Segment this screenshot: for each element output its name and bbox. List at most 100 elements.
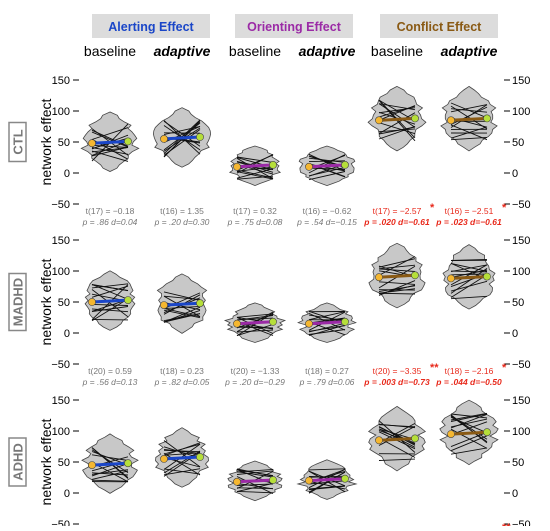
baseline-point-8-1 (447, 431, 454, 438)
mean-line-5-0 (379, 275, 415, 277)
condition-label-0-0: baseline (84, 43, 136, 59)
condition-label-0-1: adaptive (154, 43, 211, 59)
y-tick-left-2-4: −50 (51, 519, 70, 526)
y-tick-left-0-4: −50 (51, 199, 70, 211)
adaptive-point-6-1 (196, 453, 203, 460)
y-tick-left-0-3: 0 (64, 168, 70, 180)
adaptive-point-5-0 (411, 272, 418, 279)
y-tick-left-0-0: 150 (52, 75, 70, 87)
stat-stars-5-0: ** (430, 362, 439, 374)
stat-t-4-1: t(18) = 0.27 (305, 366, 349, 376)
mean-line-0-0 (92, 141, 128, 143)
mean-line-3-1 (164, 303, 200, 305)
adaptive-point-3-1 (196, 300, 203, 307)
y-tick-right-2-2: 50 (512, 457, 524, 469)
mean-line-4-1 (309, 322, 345, 324)
mean-line-1-1 (309, 165, 345, 167)
stat-t-3-1: t(18) = 0.23 (160, 366, 204, 376)
stat-t-1-1: t(16) = −0.62 (303, 206, 352, 216)
network-header-0: Alerting Effect (108, 20, 194, 34)
stat-t-0-0: t(17) = −0.18 (86, 206, 135, 216)
baseline-point-6-0 (88, 462, 95, 469)
stat-pd-4-1: p = .79 d=0.06 (299, 377, 355, 387)
group-label-2: ADHD (11, 443, 26, 481)
y-tick-left-1-0: 150 (52, 235, 70, 247)
stat-stars-5-1: * (502, 362, 507, 374)
network-header-1: Orienting Effect (247, 20, 342, 34)
stat-pd-2-1: p = .023 d=−0.61 (435, 217, 502, 227)
mean-line-6-1 (164, 457, 200, 459)
stat-pd-4-0: p = .20 d=−0.29 (224, 377, 285, 387)
y-tick-right-0-1: 100 (512, 106, 530, 118)
adaptive-point-8-1 (483, 429, 490, 436)
adaptive-point-7-0 (269, 476, 276, 483)
y-tick-right-0-3: 0 (512, 168, 518, 180)
baseline-point-3-0 (88, 298, 95, 305)
stat-pd-5-0: p = .003 d=−0.73 (363, 377, 430, 387)
y-tick-left-0-1: 100 (52, 106, 70, 118)
stat-pd-3-0: p = .56 d=0.13 (82, 377, 138, 387)
adaptive-point-2-0 (411, 115, 418, 122)
stat-pd-1-0: p = .75 d=0.08 (227, 217, 283, 227)
stat-stars-2-1: * (502, 202, 507, 214)
mean-line-2-0 (379, 118, 415, 120)
y-tick-left-2-3: 0 (64, 488, 70, 500)
stat-pd-3-1: p = .82 d=0.05 (154, 377, 210, 387)
stat-t-5-1: t(18) = −2.16 (445, 366, 494, 376)
y-tick-left-1-2: 50 (58, 297, 70, 309)
adaptive-point-5-1 (483, 273, 490, 280)
adaptive-point-0-1 (196, 133, 203, 140)
y-tick-left-1-3: 0 (64, 328, 70, 340)
stat-t-1-0: t(17) = 0.32 (233, 206, 277, 216)
y-tick-left-1-1: 100 (52, 266, 70, 278)
adaptive-point-4-0 (269, 318, 276, 325)
y-tick-right-0-2: 50 (512, 137, 524, 149)
stat-t-3-0: t(20) = 0.59 (88, 366, 132, 376)
adaptive-point-1-1 (341, 161, 348, 168)
condition-label-2-0: baseline (371, 43, 423, 59)
baseline-point-7-1 (305, 477, 312, 484)
y-tick-right-1-1: 100 (512, 266, 530, 278)
stat-pd-5-1: p = .044 d=−0.50 (435, 377, 502, 387)
mean-line-1-0 (237, 165, 273, 167)
baseline-point-1-0 (233, 163, 240, 170)
baseline-point-3-1 (160, 302, 167, 309)
y-tick-left-1-4: −50 (51, 359, 70, 371)
adaptive-point-0-0 (124, 138, 131, 145)
adaptive-point-3-0 (124, 297, 131, 304)
baseline-point-1-1 (305, 163, 312, 170)
y-tick-right-0-4: −50 (512, 199, 531, 211)
network-header-2: Conflict Effect (397, 20, 483, 34)
stat-t-0-1: t(16) = 1.35 (160, 206, 204, 216)
y-tick-right-1-3: 0 (512, 328, 518, 340)
baseline-point-4-0 (233, 320, 240, 327)
baseline-point-2-0 (375, 117, 382, 124)
y-tick-right-1-4: −50 (512, 359, 531, 371)
group-label-0: CTL (11, 129, 26, 154)
baseline-point-5-1 (447, 275, 454, 282)
y-tick-left-2-0: 150 (52, 395, 70, 407)
baseline-point-6-1 (160, 455, 167, 462)
y-tick-right-1-0: 150 (512, 235, 530, 247)
condition-label-2-1: adaptive (441, 43, 498, 59)
stat-stars-8-1: ** (502, 522, 511, 526)
mean-line-8-1 (451, 432, 487, 434)
y-tick-left-2-2: 50 (58, 457, 70, 469)
y-tick-right-2-3: 0 (512, 488, 518, 500)
baseline-point-5-0 (375, 274, 382, 281)
adaptive-point-7-1 (341, 475, 348, 482)
stat-stars-2-0: * (430, 202, 435, 214)
adaptive-point-8-0 (411, 435, 418, 442)
stat-pd-0-0: p = .86 d=0.04 (82, 217, 138, 227)
stat-t-5-0: t(20) = −3.35 (373, 366, 422, 376)
mean-line-5-1 (451, 277, 487, 279)
mean-line-4-0 (237, 322, 273, 324)
y-tick-right-0-0: 150 (512, 75, 530, 87)
subject-line-3-0-3 (92, 319, 128, 320)
baseline-point-2-1 (447, 117, 454, 124)
group-label-1: MADHD (11, 278, 26, 326)
mean-line-8-0 (379, 438, 415, 440)
stat-pd-0-1: p = .20 d=0.30 (154, 217, 210, 227)
